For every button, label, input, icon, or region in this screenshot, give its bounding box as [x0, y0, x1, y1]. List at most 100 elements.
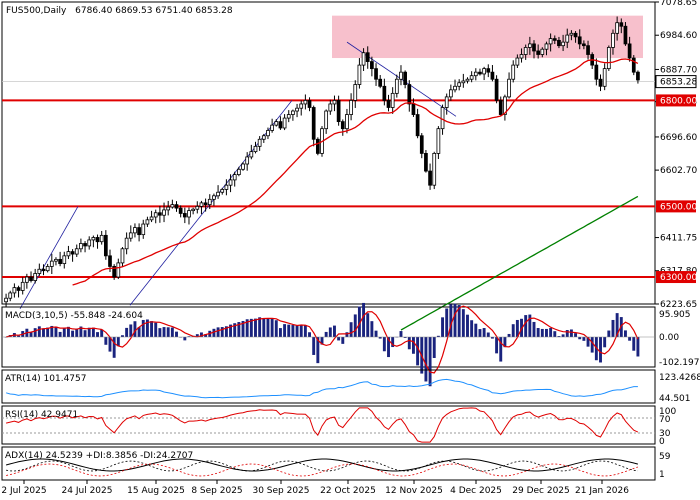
candle-body — [598, 78, 603, 87]
price-tick-label: 6887.70 — [660, 65, 697, 75]
level-tag — [656, 200, 696, 213]
candle-body — [241, 163, 245, 170]
candle-body — [602, 68, 607, 87]
macd-bar — [328, 327, 332, 337]
time-tick-label: 29 Dec 2025 — [512, 486, 570, 496]
candle-body — [295, 107, 299, 112]
candle-body — [216, 191, 220, 197]
candle-body — [199, 202, 204, 207]
macd-bar — [158, 328, 162, 337]
time-tick-label: 15 Aug 2025 — [127, 486, 185, 496]
candle-body — [286, 114, 291, 119]
macd-bar — [370, 321, 374, 337]
macd-bar — [58, 331, 62, 337]
candle-body — [361, 52, 366, 66]
candle-body — [473, 71, 478, 77]
candle-body — [178, 207, 183, 214]
candle-body — [195, 205, 200, 210]
candle-body — [191, 208, 195, 212]
macd-bar — [108, 337, 112, 352]
macd-histogram — [4, 302, 640, 387]
candle-body — [133, 227, 137, 234]
candle-body — [207, 198, 212, 206]
candle-body — [370, 61, 374, 70]
macd-bar — [116, 337, 120, 347]
macd-bar — [274, 320, 278, 337]
candle-body — [357, 64, 362, 85]
candle-body — [303, 100, 308, 105]
candle-body — [307, 100, 312, 108]
candle-body — [37, 268, 42, 274]
minus-di-line — [6, 463, 639, 477]
macd-bar — [407, 337, 411, 350]
candle-body — [8, 292, 13, 299]
atr-line — [5, 378, 638, 399]
candle-body — [565, 34, 570, 43]
candle-body — [340, 121, 345, 130]
macd-bar — [453, 303, 457, 337]
price-tick-label: 6984.60 — [660, 31, 697, 41]
price-tick-label: 7078.65 — [660, 0, 697, 8]
macd-bar — [399, 331, 403, 337]
adx-pane: ADX(14) 24.5239 +DI:8.3856 -DI:24.2707 5… — [1, 446, 671, 481]
macd-bar — [237, 322, 241, 337]
macd-bar — [17, 335, 21, 337]
candle-body — [399, 71, 403, 80]
macd-bar — [403, 337, 407, 338]
macd-signal-line — [5, 305, 639, 374]
level-tags: 6800.00 6500.00 6300.00 6853.28 — [655, 75, 697, 284]
candle-body — [141, 223, 146, 236]
candle-body — [403, 71, 407, 85]
candle-body — [515, 57, 520, 66]
candle-body — [25, 276, 29, 283]
time-tick-label: 2 Jul 2025 — [1, 486, 46, 496]
macd-bar — [574, 333, 578, 337]
candle-body — [457, 82, 462, 87]
candle-body — [116, 262, 121, 278]
price-tick-label: 6411.75 — [660, 234, 697, 244]
candle-body — [12, 287, 17, 294]
adx-label: ADX(14) 24.5239 +DI:8.3856 -DI:24.2707 — [5, 451, 193, 461]
macd-bar — [254, 318, 257, 337]
candle-body — [187, 210, 191, 218]
macd-pane: MACD(3,10,5) -55.848 -24.604 95.905 0.00… — [1, 302, 699, 387]
candle-body — [453, 85, 457, 91]
rsi-line — [5, 407, 639, 443]
macd-bar — [603, 337, 607, 348]
adx-pane-border — [1, 446, 656, 481]
atr-label: ATR(14) 101.4757 — [5, 374, 87, 384]
macd-bar — [461, 309, 465, 337]
macd-bar — [532, 321, 536, 337]
macd-bar — [416, 337, 420, 366]
macd-bar — [87, 327, 91, 337]
macd-tick-low: -102.197 — [659, 358, 699, 368]
macd-bar — [204, 334, 208, 337]
macd-bar — [42, 328, 45, 337]
candle-body — [257, 138, 262, 147]
candle-body — [232, 174, 237, 181]
candle-body — [386, 100, 391, 108]
macd-bar — [524, 315, 528, 337]
macd-bar — [349, 322, 353, 337]
macd-bar — [199, 332, 203, 337]
candle-body — [573, 32, 578, 38]
macd-bar — [233, 323, 237, 337]
price-tick-label: 6696.60 — [660, 133, 697, 143]
macd-bar — [337, 337, 341, 341]
candle-body — [557, 39, 561, 47]
time-tick-label: 21 Jan 2026 — [575, 486, 629, 496]
level-tag-label: 6500.00 — [660, 202, 697, 212]
macd-bar — [490, 337, 494, 339]
candle-body — [611, 32, 615, 48]
macd-bar — [536, 328, 540, 337]
candle-body — [569, 32, 574, 36]
time-tick-label: 24 Jul 2025 — [62, 486, 113, 496]
macd-bar — [374, 330, 378, 337]
candle-body — [261, 135, 266, 140]
macd-bar — [66, 326, 70, 337]
macd-bar — [37, 326, 41, 337]
candle-body — [212, 195, 216, 200]
candle-body — [594, 64, 599, 80]
